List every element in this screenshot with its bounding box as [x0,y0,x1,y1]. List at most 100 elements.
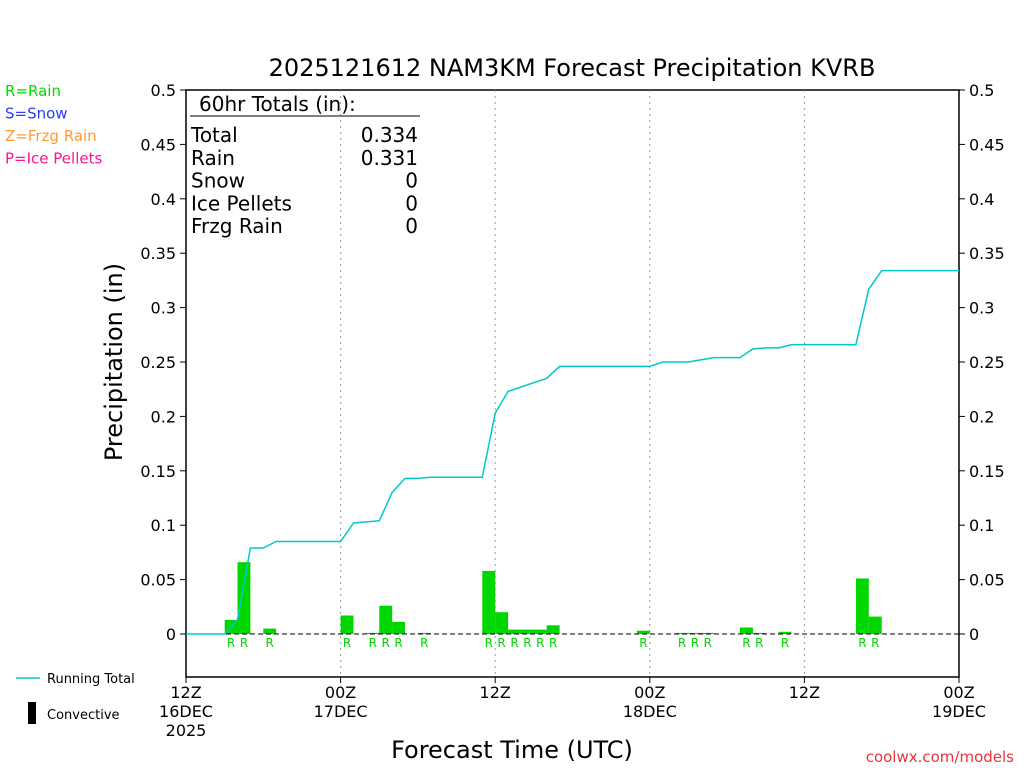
y-tick-label: 0.5 [969,81,994,100]
precip-bar [521,629,534,634]
x-tick-label: 12Z [170,683,201,702]
precip-type-label: R [704,636,712,650]
y-tick-label: 0.05 [969,571,1005,590]
legend-label: Running Total [47,672,135,687]
y-tick-label: 0.2 [969,407,994,426]
precip-type-label: R [497,636,505,650]
y-tick-label: 0.45 [140,135,176,154]
y-tick-label: 0.3 [969,299,994,318]
precip-bar [868,616,882,634]
precip-type-label: R [781,636,789,650]
precip-bar [533,629,547,634]
totals-row-value: 0 [405,214,418,238]
precip-bar [237,562,251,634]
precip-type-label: R [755,636,763,650]
plot-area-frame [185,89,960,678]
y-tick-label: 0.15 [140,462,176,481]
precip-type-label: R [742,636,750,650]
y-tick-label: 0.5 [151,81,176,100]
precip-type-key: R=Rain S=Snow Z=Frzg Rain P=Ice Pellets [5,82,102,168]
y-tick-label: 0.15 [969,462,1005,481]
precip-type-label: R [691,636,699,650]
x-tick-label: 00Z [325,683,356,702]
x-tick-label: 12Z [789,683,820,702]
precip-bar [740,627,753,634]
precip-type-label: R [343,636,351,650]
x-tick-label: 19DEC [932,702,986,721]
y-tick-label: 0.4 [151,190,176,209]
x-tick-label: 17DEC [314,702,368,721]
precip-type-label: R [871,636,879,650]
y-tick-label: 0.05 [140,571,176,590]
legend-bar-swatch [28,702,36,724]
precip-type-label: R [240,636,248,650]
y-tick-label: 0.1 [969,516,994,535]
ptype-key-item: R=Rain [5,82,61,100]
precip-bar [495,612,509,634]
totals-row-value: 0.334 [361,123,418,147]
chart-title: 2025121612 NAM3KM Forecast Precipitation… [269,54,876,82]
y-tick-label: 0.45 [969,135,1005,154]
y-tick-label: 0 [166,625,176,644]
y-tick-label: 0.35 [140,244,176,263]
ptype-key-item: Z=Frzg Rain [5,127,97,145]
y-tick-label: 0.35 [969,244,1005,263]
x-axis-label: Forecast Time (UTC) [391,736,633,764]
x-tick-label: 18DEC [623,702,677,721]
precip-type-label: R [485,636,493,650]
y-tick-label: 0.2 [151,407,176,426]
totals-row-label: Ice Pellets [191,191,292,215]
chart-legend: Running Total Convective [16,672,135,724]
y-tick-label: 0.25 [140,353,176,372]
x-gridlines [340,90,805,677]
precip-type-label: R [382,636,390,650]
precip-bar [701,632,715,634]
precip-bar [392,622,405,634]
y-axis-right: 0 0.05 0.1 0.15 0.2 0.25 0.3 0.35 0.4 0.45 0.5 [959,81,1005,644]
precip-bar [417,632,431,634]
y-tick-label: 0.1 [151,516,176,535]
legend-label: Convective [47,708,120,723]
precip-bar [855,578,869,634]
totals-box: 60hr Totals (in): Total 0.334 Rain 0.331 Sno… [190,92,420,238]
precip-type-label: R [678,636,686,650]
y-axis-left: 0 0.05 0.1 0.15 0.2 0.25 0.3 0.35 0.4 0.45 0.5 [140,81,186,644]
precip-bar [688,632,702,634]
x-tick-label: 2025 [166,721,207,740]
precip-bar [752,632,766,634]
precip-type-label: R [420,636,428,650]
precip-bar [508,629,521,634]
totals-row-label: Frzg Rain [191,214,283,238]
precip-type-label: R [536,636,544,650]
precip-bar [546,625,560,634]
precip-bar [366,632,380,634]
x-tick-label: 12Z [480,683,511,702]
precip-bar [778,631,792,634]
totals-row-label: Rain [191,146,235,170]
credit-text: coolwx.com/models [866,748,1014,766]
totals-heading: 60hr Totals (in): [199,92,356,116]
precip-bar [263,628,277,634]
precip-type-label: R [639,636,647,650]
totals-row-value: 0 [405,191,418,215]
precip-bar [636,630,650,634]
precip-type-label: R [266,636,274,650]
x-tick-label: 16DEC [159,702,213,721]
totals-row-value: 0.331 [361,146,418,170]
precip-type-label: R [369,636,377,650]
x-tick-label: 00Z [634,683,665,702]
running-total-line [186,269,959,635]
ptype-key-item: P=Ice Pellets [5,150,102,168]
y-axis-label: Precipitation (in) [100,263,128,461]
ptype-key-item: S=Snow [5,105,68,123]
x-tick-label: 00Z [943,683,974,702]
precip-type-label: R [858,636,866,650]
y-tick-label: 0.3 [151,299,176,318]
precip-bar [340,615,354,634]
precip-type-label: R [394,636,402,650]
y-tick-label: 0 [969,625,979,644]
precip-bar [482,570,496,634]
